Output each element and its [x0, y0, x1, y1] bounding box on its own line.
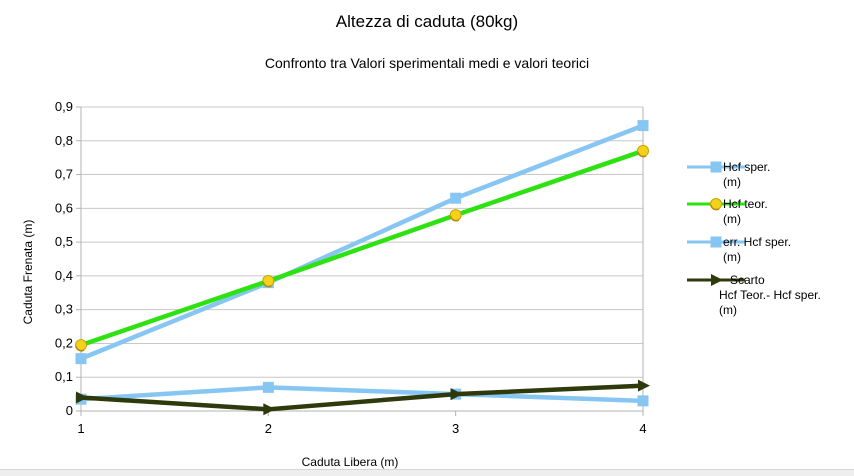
series-line: [80, 383, 644, 412]
data-point-square: [75, 353, 87, 365]
series-2: [75, 144, 649, 352]
x-tick-label: 4: [639, 421, 646, 436]
y-tick-label: 0,6: [55, 200, 73, 215]
legend-label: Hcf sper.: [723, 160, 770, 174]
grid-lines: [76, 106, 644, 416]
legend-item: Hcf sper.(m): [687, 160, 770, 189]
series-line: [80, 123, 644, 361]
data-point-square: [710, 236, 722, 248]
data-point-square: [262, 381, 274, 393]
data-point-triangle: [263, 403, 276, 416]
legend-label: Hcf teor.: [723, 197, 768, 211]
legend-label: (m): [723, 175, 741, 189]
series-group: [75, 120, 650, 416]
y-tick-label: 0: [66, 403, 73, 418]
legend-item: Hcf teor.(m): [687, 197, 768, 226]
data-point-circle-shade: [637, 151, 647, 158]
y-tick-label: 0,7: [55, 167, 73, 182]
legend-label: Hcf Teor.- Hcf sper.: [719, 288, 821, 302]
data-point-circle-shade: [710, 204, 720, 211]
legend-item: err. Hcf sper.(m): [687, 235, 791, 264]
legend-label: err. Hcf sper.: [723, 235, 791, 249]
data-point-triangle: [76, 391, 88, 404]
x-tick-label: 1: [77, 421, 84, 436]
legend-label: (m): [723, 212, 741, 226]
chart-title: Altezza di caduta (80kg): [335, 12, 519, 31]
y-axis-ticks: 0 0,1 0,2 0,3 0,4 0,5 0,6 0,7 0,8 0,9: [55, 99, 73, 418]
y-tick-label: 0,4: [55, 268, 73, 283]
y-tick-label: 0,5: [55, 234, 73, 249]
series-line: [80, 148, 644, 348]
x-axis-label: Caduta Libera (m): [302, 455, 399, 469]
data-point-triangle: [711, 274, 723, 286]
x-tick-label: 3: [452, 421, 459, 436]
legend-label: (m): [719, 303, 737, 317]
data-point-square: [450, 192, 462, 204]
data-point-square: [637, 395, 649, 407]
data-point-circle-shade: [262, 281, 272, 288]
data-point-triangle: [638, 379, 650, 392]
legend: Hcf sper.(m)Hcf teor.(m)err. Hcf sper.(m…: [687, 160, 821, 317]
chart-subtitle: Confronto tra Valori sperimentali medi e…: [264, 55, 590, 71]
series-4: [76, 379, 650, 416]
y-axis-label: Caduta Frenata (m): [21, 220, 35, 325]
window-bottom-edge: [0, 469, 854, 476]
x-axis-ticks: 1 2 3 4: [77, 421, 646, 436]
data-point-circle-shade: [449, 215, 460, 222]
data-point-square: [637, 120, 649, 132]
y-tick-label: 0,1: [55, 369, 73, 384]
data-point-triangle: [450, 388, 463, 401]
y-tick-label: 0,8: [55, 133, 73, 148]
series-line: [80, 385, 644, 404]
y-tick-label: 0,2: [55, 335, 73, 350]
data-point-circle-shade: [75, 345, 85, 352]
y-tick-label: 0,9: [55, 99, 73, 114]
x-tick-label: 2: [265, 421, 272, 436]
legend-label: (m): [723, 250, 741, 264]
legend-label: Scarto: [730, 273, 765, 287]
data-point-square: [710, 161, 722, 173]
y-tick-label: 0,3: [55, 302, 73, 317]
